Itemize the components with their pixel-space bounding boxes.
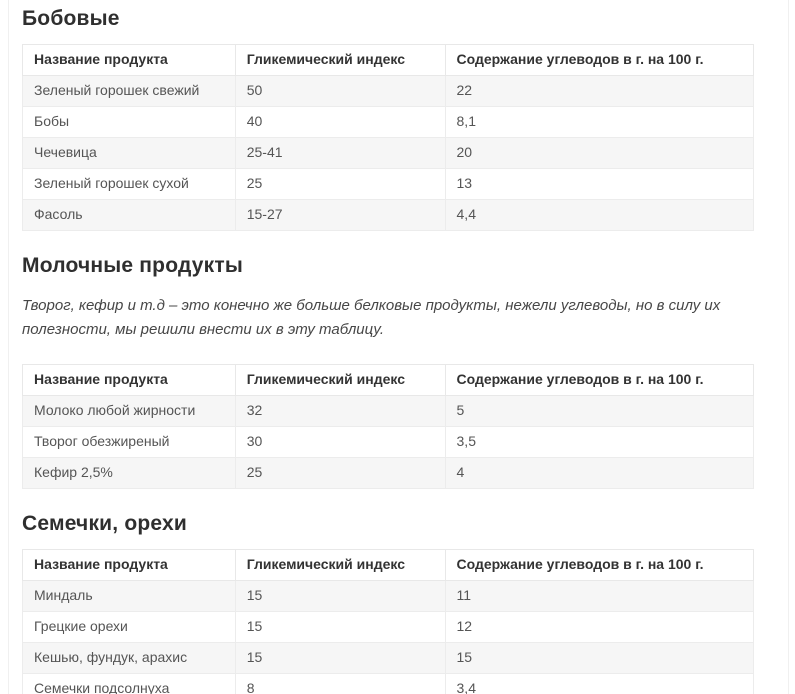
section-heading-dairy: Молочные продукты (22, 254, 243, 277)
glycemic-index-cell: 25 (234, 457, 446, 490)
column-header-glycemic-index: Гликемический индекс (234, 44, 446, 76)
dairy-note: Творог, кефир и т.д – это конечно же бол… (22, 297, 721, 338)
column-header-carbs: Содержание углеводов в г. на 100 г. (444, 549, 755, 582)
glycemic-index-cell: 25 (234, 168, 446, 200)
table-row: Зеленый горошек свежий 50 22 (22, 75, 755, 107)
product-name-cell: Грецкие орехи (22, 611, 236, 644)
table-row: Кефир 2,5% 25 4 (22, 457, 755, 490)
glycemic-index-cell: 15 (234, 611, 446, 644)
carbs-cell: 12 (444, 611, 755, 644)
carbs-cell: 4 (444, 457, 755, 490)
carbs-cell: 11 (444, 580, 755, 613)
section-heading-seeds-nuts: Семечки, орехи (22, 512, 187, 536)
product-name-cell: Творог обезжиреный (22, 426, 236, 459)
section-legumes: Бобовые Название продукта Гликемический … (22, 7, 755, 231)
table-row: Бобы 40 8,1 (22, 106, 755, 138)
glycemic-index-cell: 30 (234, 426, 446, 459)
glycemic-index-cell: 15-27 (234, 199, 446, 231)
product-name-cell: Бобы (22, 106, 236, 138)
column-header-glycemic-index: Гликемический индекс (234, 549, 446, 582)
product-name-cell: Чечевица (22, 137, 236, 169)
table-row: Творог обезжиреный 30 3,5 (22, 426, 755, 459)
product-name-cell: Фасоль (22, 199, 236, 231)
carbs-cell: 3,5 (444, 426, 755, 459)
carbs-cell: 5 (444, 395, 755, 428)
table-row: Фасоль 15-27 4,4 (22, 199, 755, 231)
glycemic-index-cell: 32 (234, 395, 446, 428)
table-header-row: Название продукта Гликемический индекс С… (22, 44, 755, 76)
column-header-product: Название продукта (22, 364, 236, 397)
product-name-cell: Молоко любой жирности (22, 395, 236, 428)
product-name-cell: Кефир 2,5% (22, 457, 236, 490)
table-row: Семечки подсолнуха 8 3,4 (22, 673, 755, 694)
column-header-glycemic-index: Гликемический индекс (234, 364, 446, 397)
glycemic-index-cell: 15 (234, 642, 446, 675)
product-name-cell: Зеленый горошек сухой (22, 168, 236, 200)
table-row: Грецкие орехи 15 12 (22, 611, 755, 644)
column-header-product: Название продукта (22, 549, 236, 582)
column-header-carbs: Содержание углеводов в г. на 100 г. (444, 44, 755, 76)
section-heading-legumes: Бобовые (22, 7, 120, 30)
product-name-cell: Семечки подсолнуха (22, 673, 236, 694)
carbs-cell: 8,1 (444, 106, 755, 138)
table-header-row: Название продукта Гликемический индекс С… (22, 549, 755, 582)
table-row: Кешью, фундук, арахис 15 15 (22, 642, 755, 675)
product-name-cell: Зеленый горошек свежий (22, 75, 236, 107)
glycemic-index-cell: 15 (234, 580, 446, 613)
table-row: Зеленый горошек сухой 25 13 (22, 168, 755, 200)
column-header-carbs: Содержание углеводов в г. на 100 г. (444, 364, 755, 397)
section-dairy: Молочные продукты Творог, кефир и т.д – … (22, 254, 755, 490)
dairy-table: Название продукта Гликемический индекс С… (22, 364, 755, 490)
table-row: Миндаль 15 11 (22, 580, 755, 613)
carbs-cell: 3,4 (444, 673, 755, 694)
table-row: Чечевица 25-41 20 (22, 137, 755, 169)
glycemic-index-cell: 8 (234, 673, 446, 694)
seeds-nuts-table: Название продукта Гликемический индекс С… (22, 549, 755, 694)
carbs-cell: 20 (444, 137, 755, 169)
article-content: Бобовые Название продукта Гликемический … (8, 0, 789, 694)
legumes-table: Название продукта Гликемический индекс С… (22, 44, 755, 231)
glycemic-index-cell: 40 (234, 106, 446, 138)
product-name-cell: Миндаль (22, 580, 236, 613)
glycemic-index-cell: 25-41 (234, 137, 446, 169)
table-header-row: Название продукта Гликемический индекс С… (22, 364, 755, 397)
product-name-cell: Кешью, фундук, арахис (22, 642, 236, 675)
table-row: Молоко любой жирности 32 5 (22, 395, 755, 428)
carbs-cell: 15 (444, 642, 755, 675)
section-seeds-nuts: Семечки, орехи Название продукта Гликеми… (22, 512, 755, 694)
glycemic-index-cell: 50 (234, 75, 446, 107)
column-header-product: Название продукта (22, 44, 236, 76)
carbs-cell: 13 (444, 168, 755, 200)
carbs-cell: 4,4 (444, 199, 755, 231)
carbs-cell: 22 (444, 75, 755, 107)
